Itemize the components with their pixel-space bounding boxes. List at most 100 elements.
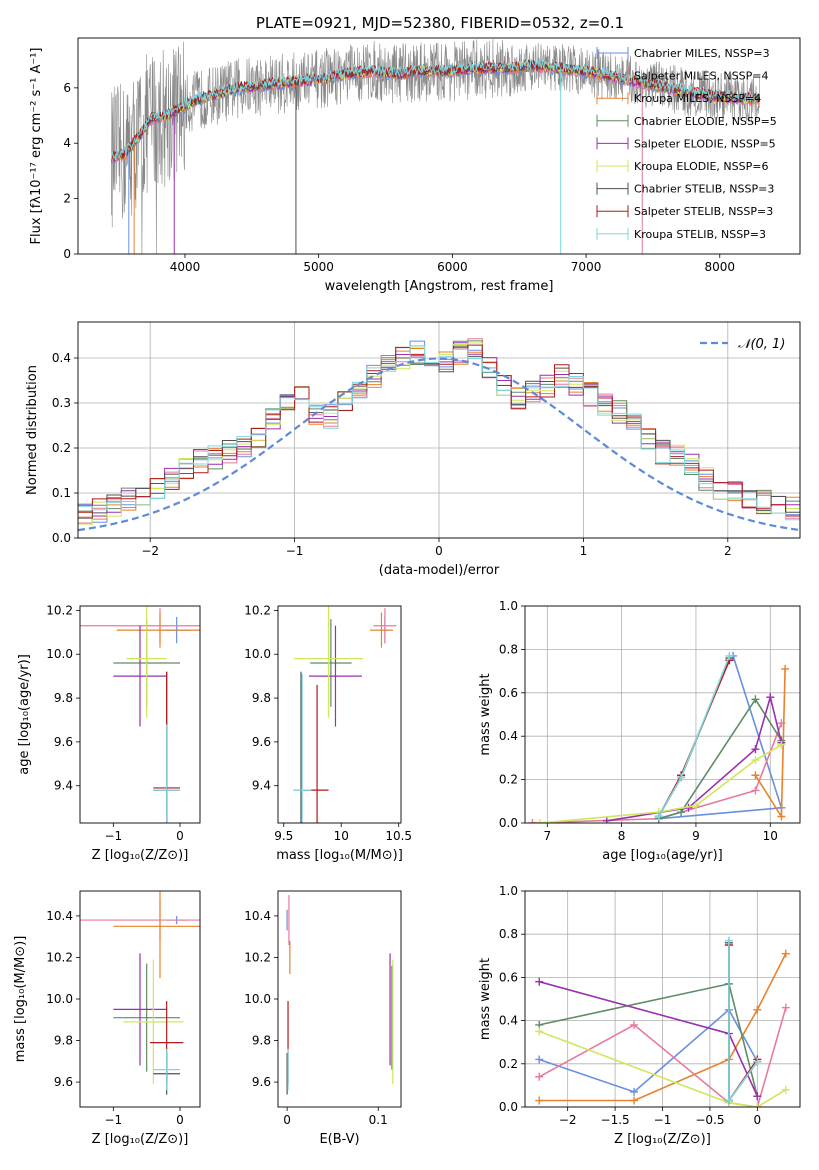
age-vs-Z-axes: −1 0 9.4 9.6 9.8 10.0 10.2 Z [log₁₀(Z/Z⊙)] age […: [17, 603, 188, 863]
spectrum-model-line-8: [110, 57, 761, 160]
weight-vs-age-axes: 7 8 9 10 0.0 0.2 0.4 0.6 0.8 1.0 age [log₁₀(age/yr…: [478, 599, 800, 863]
weight-vs-age-ylabel: mass weight: [478, 673, 493, 755]
age-vs-mass-ytick-label-1: 9.6: [252, 735, 271, 749]
spectrum-plot: [110, 39, 761, 254]
spectrum-xlabel: wavelength [Angstrom, rest frame]: [325, 279, 554, 294]
weight-vs-age-xtick-label-2: 9: [692, 829, 700, 843]
weight-vs-Z-xtick-label-0: −2: [559, 1113, 577, 1127]
spectrum-legend-label-3: Chabrier ELODIE, NSSP=5: [634, 115, 777, 128]
weight-vs-Z-xlabel: Z [log₁₀(Z/Z⊙)]: [614, 1132, 711, 1147]
residuals-ylabel: Normed distribution: [25, 365, 40, 495]
mass-vs-EBV-ytick-label-4: 10.4: [244, 909, 271, 923]
mass-vs-Z-ytick-label-4: 10.4: [46, 909, 73, 923]
spectrum-xtick-label-1: 5000: [303, 260, 334, 274]
spectrum-legend-label-1: Salpeter MILES, NSSP=4: [634, 70, 768, 83]
age-vs-Z-ytick-label-3: 10.0: [46, 647, 73, 661]
weight-vs-age-series-3: [658, 697, 783, 820]
weight-vs-age-ytick-label-3: 0.6: [499, 686, 518, 700]
mass-vs-EBV-frame: [277, 890, 402, 1108]
weight-vs-age-xlabel: age [log₁₀(age/yr)]: [602, 848, 723, 863]
weight-vs-age-marker-5-0: [535, 819, 544, 823]
spectrum-ytick-label-1: 2: [63, 192, 71, 206]
age-vs-Z-xlabel: Z [log₁₀(Z/Z⊙)]: [92, 848, 189, 863]
weight-vs-age-plot: [528, 651, 790, 823]
weight-vs-Z-marker-1-0: [535, 1072, 544, 1081]
age-vs-mass-ytick-label-2: 9.8: [252, 691, 271, 705]
weight-vs-Z-marker-4-2: [753, 1092, 762, 1101]
weight-vs-Z-marker-2-0: [535, 1096, 544, 1105]
mass-vs-Z-xlabel: Z [log₁₀(Z/Z⊙)]: [92, 1132, 189, 1147]
mass-vs-EBV-xlabel: E(B-V): [319, 1132, 359, 1147]
spectrum-ytick-label-2: 4: [63, 136, 71, 150]
figure-title: PLATE=0921, MJD=52380, FIBERID=0532, z=0…: [256, 14, 624, 32]
age-vs-mass-xtick-label-1: 10: [334, 829, 349, 843]
mass-vs-EBV-ytick-label-3: 10.2: [244, 950, 271, 964]
weight-vs-age-ytick-label-0: 0.0: [499, 816, 518, 830]
weight-vs-Z-marker-1-4: [781, 1003, 790, 1012]
residuals-legend: 𝒩(0, 1): [700, 337, 785, 352]
age-vs-mass-ytick-label-0: 9.4: [252, 779, 271, 793]
weight-vs-Z-ytick-label-2: 0.4: [499, 1014, 518, 1028]
weight-vs-Z-marker-5-0: [535, 1027, 544, 1036]
spectrum-xtick-label-0: 4000: [170, 260, 201, 274]
spectrum-legend-label-6: Chabrier STELIB, NSSP=3: [634, 183, 774, 196]
weight-vs-age-ytick-label-4: 0.8: [499, 642, 518, 656]
weight-vs-age-frame: [524, 605, 801, 824]
age-vs-Z-plot: [80, 606, 200, 823]
residuals-hist-7: [78, 344, 800, 521]
residuals-xlabel: (data-model)/error: [379, 563, 500, 578]
residuals-hist-2: [78, 348, 800, 530]
spectrum-ylabel: Flux [fλ10⁻¹⁷ erg cm⁻² s⁻¹ A⁻¹]: [29, 48, 44, 245]
weight-vs-Z-marker-0-0: [535, 1055, 544, 1064]
mass-vs-Z-frame: [79, 890, 201, 1108]
weight-vs-age-ytick-label-5: 1.0: [499, 599, 518, 613]
weight-vs-Z-marker-1-1: [630, 1020, 639, 1029]
weight-vs-Z-marker-4-0: [535, 977, 544, 986]
weight-vs-age-marker-4-3: [766, 693, 775, 702]
weight-vs-Z-xtick-label-1: −1.5: [601, 1113, 630, 1127]
mass-vs-EBV-xtick-label-1: 0.1: [369, 1113, 388, 1127]
mass-vs-Z-ytick-label-3: 10.2: [46, 950, 73, 964]
mass-vs-EBV-ytick-label-2: 10.0: [244, 992, 271, 1006]
spectrum-ytick-label-0: 0: [63, 247, 71, 261]
weight-vs-age-marker-1-2: [751, 786, 760, 795]
weight-vs-age-xtick-label-1: 8: [618, 829, 626, 843]
mass-vs-Z-xtick-label-0: −1: [104, 1113, 122, 1127]
weight-vs-Z-marker-2-1: [630, 1096, 639, 1105]
age-vs-mass-plot: [292, 606, 397, 823]
weight-vs-Z-xtick-label-2: −1: [654, 1113, 672, 1127]
age-vs-mass-xtick-label-0: 9.5: [274, 829, 293, 843]
age-vs-mass-axes: 9.5 10 10.5 9.4 9.6 9.8 10.0 10.2 mass [log₁₀(M/…: [244, 603, 412, 863]
age-vs-Z-xtick-label-1: 0: [176, 829, 184, 843]
residuals-hist-5: [78, 342, 800, 529]
weight-vs-Z-ytick-label-0: 0.0: [499, 1100, 518, 1114]
age-vs-Z-ytick-label-4: 10.2: [46, 603, 73, 617]
weight-vs-Z-marker-5-2: [753, 1103, 762, 1107]
weight-vs-age-marker-5-4: [777, 740, 786, 749]
residuals-frame: [77, 321, 801, 539]
residuals-hist-3: [78, 340, 800, 513]
residuals-normal-curve: [78, 357, 800, 532]
weight-vs-Z-marker-8-2: [753, 1057, 762, 1066]
weight-vs-age-marker-1-0: [528, 819, 537, 823]
weight-vs-age-ytick-label-2: 0.4: [499, 729, 518, 743]
age-vs-mass-ytick-label-3: 10.0: [244, 647, 271, 661]
weight-vs-age-series-1: [532, 722, 783, 823]
weight-vs-Z-marker-0-1: [630, 1087, 639, 1096]
age-vs-mass-frame: [277, 605, 402, 824]
mass-vs-Z-ytick-label-2: 10.0: [46, 992, 73, 1006]
residuals-legend-label: 𝒩(0, 1): [738, 337, 785, 352]
spectrum-model-line-7: [110, 58, 761, 161]
spectrum-legend-label-5: Kroupa ELODIE, NSSP=6: [634, 160, 768, 173]
weight-vs-age-marker-8-0: [654, 812, 663, 821]
residuals-hist-4: [78, 342, 800, 526]
residuals-hist-1: [78, 338, 800, 524]
age-vs-Z-ytick-label-0: 9.4: [54, 779, 73, 793]
weight-vs-age-marker-4-2: [751, 745, 760, 754]
weight-vs-age-marker-5-3: [751, 756, 760, 765]
mass-vs-EBV-axes: 0 0.1 9.6 9.8 10.0 10.2 10.4 E(B-V): [244, 909, 387, 1147]
age-vs-Z-xtick-label-0: −1: [104, 829, 122, 843]
weight-vs-age-xtick-label-0: 7: [543, 829, 551, 843]
weight-vs-Z-ytick-label-4: 0.8: [499, 927, 518, 941]
